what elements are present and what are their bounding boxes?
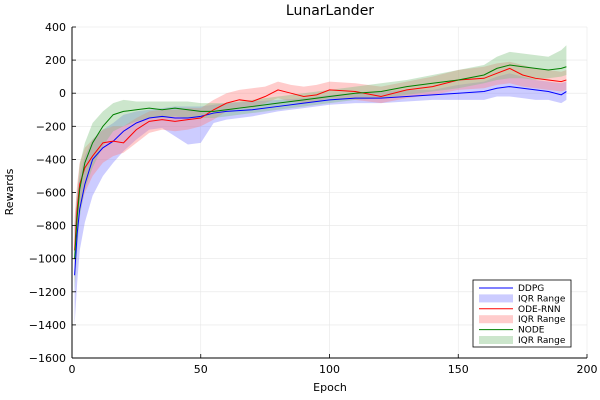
legend-swatch-band-ddpg [479,294,513,303]
y-tick-label-5: −600 [36,187,66,200]
legend-label-band-node: IQR Range [518,336,566,346]
legend-box [472,279,572,348]
y-tick-label-0: −1600 [29,352,66,365]
y-tick-label-9: 200 [45,54,66,67]
y-tick-label-10: 400 [45,21,66,34]
legend-label-band-ddpg: IQR Range [518,294,566,304]
legend-label-band-ode-rnn: IQR Range [518,315,566,325]
y-tick-label-2: −1200 [29,286,66,299]
series-line-ode-rnn [74,67,567,251]
legend-swatch-band-ode-rnn [479,315,513,324]
legend-label-node: NODE [518,326,545,336]
y-tick-label-8: 0 [59,87,66,100]
y-tick-label-3: −1000 [29,253,66,266]
legend-swatch-band-node [479,336,513,344]
y-tick-label-7: −200 [36,120,66,133]
y-tick-label-6: −400 [36,153,66,166]
series-line-ddpg [74,86,567,276]
y-tick-label-1: −1400 [29,319,66,332]
iqr-band-node [74,45,567,292]
legend-label-ode-rnn: ODE-RNN [518,305,561,315]
x-tick-label-4: 200 [577,363,598,376]
series-line-node [74,64,567,259]
y-axis-label: Rewards [3,168,16,215]
iqr-band-ddpg [74,73,567,325]
x-tick-label-0: 0 [69,363,76,376]
line-layer [74,64,567,276]
tick-layer: 0 50 100 150 200 −1600 −1400 −1200 −1000 −800 −600… [29,21,598,376]
chart-title: LunarLander [286,3,374,19]
y-tick-label-4: −800 [36,220,66,233]
x-tick-label-3: 150 [448,363,469,376]
x-tick-label-1: 50 [194,363,208,376]
legend-label-ddpg: DDPG [518,284,544,294]
x-axis-label: Epoch [313,381,347,394]
x-tick-label-2: 100 [319,363,340,376]
